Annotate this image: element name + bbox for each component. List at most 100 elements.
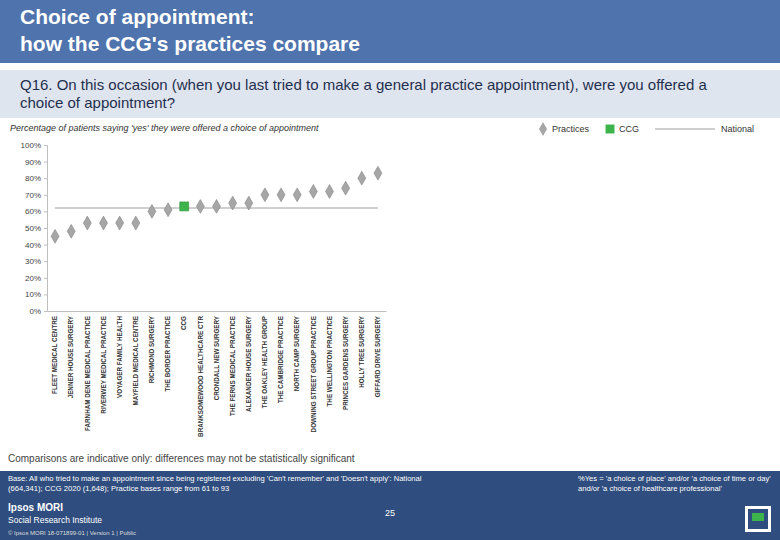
legend-swatch <box>655 128 715 130</box>
tick-mark <box>44 145 47 146</box>
text-line: and/or 'a choice of healthcare professio… <box>578 484 722 493</box>
tick-label: RICHMOND SURGERY <box>148 315 155 383</box>
tick: MAYFIELD MEDICAL CENTRE <box>132 311 139 406</box>
footer-band <box>0 471 780 540</box>
header-band <box>0 0 780 63</box>
point <box>164 203 172 217</box>
tick: FLEET MEDICAL CENTRE <box>51 311 58 394</box>
tick: THE CAMBRIDGE PRACTICE <box>277 311 284 403</box>
text-line: %Yes = 'a choice of place' and/or 'a cho… <box>578 474 771 483</box>
legend-swatch <box>606 125 615 134</box>
copyright: © Ipsos MORI 18-071899-01 | Version 1 | … <box>8 530 136 536</box>
page-number: 25 <box>385 508 395 518</box>
point <box>245 196 253 210</box>
tick: 100% <box>21 141 47 150</box>
footnote: Base: All who tried to make an appointme… <box>8 474 422 493</box>
point <box>132 216 140 230</box>
legend: Practices CCG National <box>539 122 754 136</box>
tick: 70% <box>25 191 47 200</box>
tick: ALEXANDER HOUSE SURGERY <box>245 311 252 412</box>
legend-label: CCG <box>619 124 639 134</box>
tick: THE FERNS MEDICAL PRACTICE <box>229 311 236 416</box>
tick: NORTH CAMP SURGERY <box>293 311 300 391</box>
text-line: choice of appointment? <box>20 94 175 111</box>
point <box>100 216 108 230</box>
tick-mark <box>44 245 47 246</box>
point <box>293 188 301 202</box>
subtitle: Q16. On this occasion (when you last tri… <box>20 76 707 111</box>
tick: THE OAKLEY HEALTH GROUP <box>261 311 268 408</box>
tick-label: CCG <box>180 316 187 330</box>
point <box>196 200 204 214</box>
axis-line <box>44 146 48 312</box>
tick-mark <box>44 278 47 279</box>
tick: 30% <box>25 257 47 266</box>
tick-label: 100% <box>21 141 41 150</box>
axis-title: Percentage of patients saying 'yes' they… <box>10 123 319 133</box>
tick: VOYAGER FAMILY HEALTH <box>116 311 123 398</box>
tick-label: THE OAKLEY HEALTH GROUP <box>261 316 268 408</box>
tick: CRONDALL NEW SURGERY <box>213 311 220 400</box>
text-line: Q16. On this occasion (when you last tri… <box>20 76 707 93</box>
axis-line <box>48 311 387 312</box>
text-line: Base: All who tried to make an appointme… <box>8 474 422 483</box>
legend-swatch <box>539 122 547 136</box>
tick-mark <box>44 311 47 312</box>
tick-label: PRINCES GARDENS SURGERY <box>342 315 349 410</box>
logo <box>745 506 771 532</box>
tick-mark <box>44 228 47 229</box>
tick: 0% <box>29 307 47 316</box>
tick: 20% <box>25 274 47 283</box>
point <box>148 204 156 218</box>
tick: 90% <box>25 158 47 167</box>
point <box>83 216 91 230</box>
tick: 10% <box>25 290 47 299</box>
tick-mark <box>44 211 47 212</box>
question-band <box>0 70 780 118</box>
point <box>374 166 382 180</box>
tick-label: BRANKSOMEWOOD HEALTHCARE CTR <box>197 316 204 437</box>
tick-label: THE BORDER PRACTICE <box>164 316 171 392</box>
logo <box>752 513 764 521</box>
text-line: how the CCG's practices compare <box>20 32 360 55</box>
tick-mark <box>44 178 47 179</box>
tick-label: ALEXANDER HOUSE SURGERY <box>245 315 252 412</box>
tick: THE BORDER PRACTICE <box>164 311 171 392</box>
marks <box>51 166 382 243</box>
tick-label: RIVERWEY MEDICAL PRACTICE <box>100 316 107 414</box>
point <box>261 188 269 202</box>
legend-item: CCG <box>606 124 639 134</box>
legend-label: National <box>721 124 754 134</box>
tick-mark <box>44 162 47 163</box>
tick-label: 80% <box>25 174 41 183</box>
tick-label: FLEET MEDICAL CENTRE <box>51 316 58 394</box>
text-line: Choice of appointment: <box>20 5 255 28</box>
tick-label: THE WELLINGTON PRACTICE <box>326 316 333 407</box>
point <box>67 224 75 238</box>
point <box>309 185 317 199</box>
tick: CCG <box>180 311 187 330</box>
tick-label: DOWNING STREET GROUP PRACTICE <box>310 316 317 432</box>
brand: Ipsos MORI <box>8 502 63 513</box>
point <box>277 188 285 202</box>
legend-label: Practices <box>552 124 590 134</box>
tick: PRINCES GARDENS SURGERY <box>342 311 349 410</box>
text-line: (664,341); CCG 2020 (1,648); Practice ba… <box>8 484 229 493</box>
tick-label: 60% <box>25 207 41 216</box>
tick-label: NORTH CAMP SURGERY <box>293 315 300 391</box>
tick: 60% <box>25 207 47 216</box>
tick: JENNER HOUSE SURGERY <box>67 311 74 398</box>
point <box>342 181 350 195</box>
tick: FARNHAM DENE MEDICAL PRACTICE <box>84 311 91 431</box>
tick-label: 50% <box>25 224 41 233</box>
tick: HOLLY TREE SURGERY <box>358 311 365 388</box>
x-axis: FLEET MEDICAL CENTRE JENNER HOUSE SURGERY… <box>48 311 387 437</box>
tick: DOWNING STREET GROUP PRACTICE <box>310 311 317 432</box>
tick-label: 20% <box>25 274 41 283</box>
tick-label: VOYAGER FAMILY HEALTH <box>116 316 123 398</box>
tick: GIFFARD DRIVE SURGERY <box>374 311 381 397</box>
point <box>213 200 221 214</box>
tick-label: 30% <box>25 257 41 266</box>
point <box>326 185 334 199</box>
tick-label: 70% <box>25 191 41 200</box>
